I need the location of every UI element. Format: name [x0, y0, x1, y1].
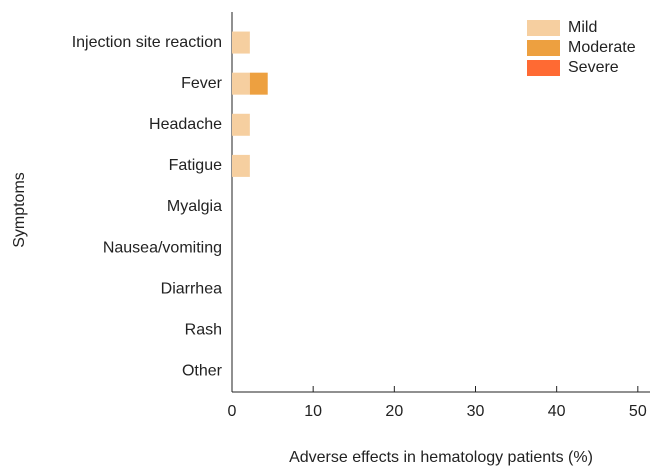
x-tick-label: 20	[385, 403, 403, 420]
y-tick-label: Nausea/vomiting	[103, 239, 222, 256]
y-tick-label: Diarrhea	[161, 280, 222, 297]
x-tick-label: 10	[304, 403, 322, 420]
y-axis-label: Symptoms	[11, 172, 28, 248]
x-tick-label: 40	[548, 403, 566, 420]
legend-label: Severe	[568, 59, 619, 76]
y-tick-label: Fever	[181, 75, 223, 92]
bar-segment	[232, 113, 250, 136]
y-tick-label: Injection site reaction	[72, 34, 222, 51]
x-axis-label: Adverse effects in hematology patients (…	[289, 449, 593, 466]
legend-swatch	[527, 20, 560, 36]
legend-label: Moderate	[568, 39, 636, 56]
y-tick-label: Other	[182, 363, 223, 380]
legend-swatch	[527, 60, 560, 76]
legend-label: Mild	[568, 19, 597, 36]
bar-segment	[232, 31, 250, 54]
y-tick-label: Myalgia	[167, 198, 222, 215]
bar-segment	[232, 72, 250, 95]
y-tick-label: Rash	[185, 322, 222, 339]
y-tick-label: Headache	[149, 116, 222, 133]
bar-segment	[249, 72, 268, 95]
bar-segment	[232, 154, 250, 177]
x-tick-label: 50	[629, 403, 647, 420]
x-tick-label: 30	[467, 403, 485, 420]
y-tick-label: Fatigue	[169, 157, 222, 174]
x-tick-label: 0	[228, 403, 237, 420]
legend-swatch	[527, 40, 560, 56]
